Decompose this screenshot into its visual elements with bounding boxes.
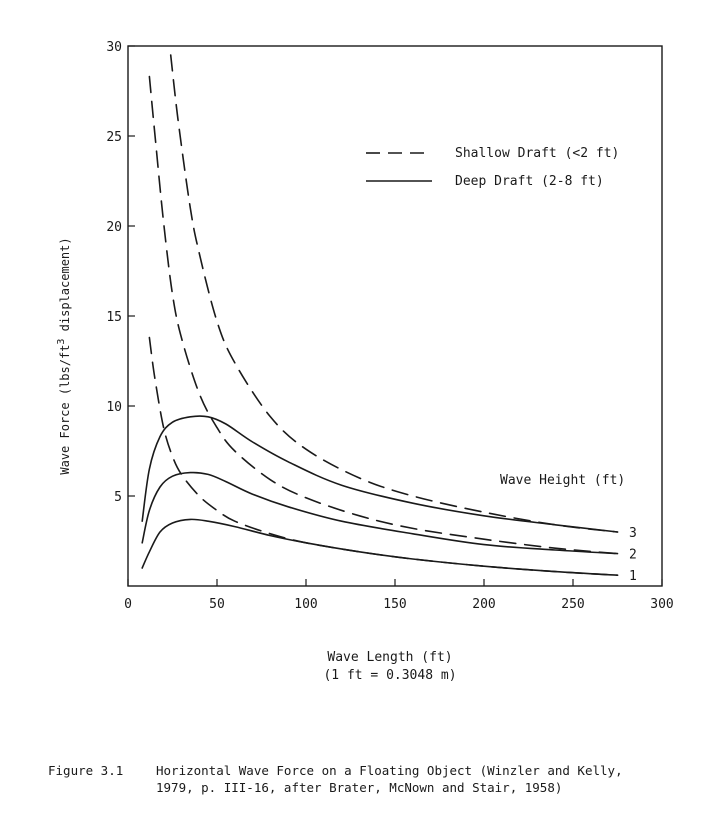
chart-svg: 0 50 100 150 200 250 300 5 10 15 20 25 30 1 2 3 Wave Hei… xyxy=(106,40,673,612)
x-tick-label: 150 xyxy=(383,597,406,612)
plot-frame xyxy=(127,45,663,587)
x-tick-label: 250 xyxy=(561,597,584,612)
wave-height-label-1: 1 xyxy=(629,569,637,584)
legend-label-dashed: Shallow Draft (<2 ft) xyxy=(455,146,619,161)
y-tick-label: 30 xyxy=(106,40,122,55)
wave-height-label-3: 3 xyxy=(629,526,637,541)
y-axis-label-prefix: Wave Force (lbs/ft xyxy=(58,344,72,475)
x-tick-label: 50 xyxy=(209,597,225,612)
y-tick-label: 20 xyxy=(106,220,122,235)
deep-draft-curve-height-3 xyxy=(141,415,619,533)
x-tick-label: 0 xyxy=(124,597,132,612)
y-tick-label: 5 xyxy=(114,490,122,505)
x-tick-label: 300 xyxy=(650,597,673,612)
y-axis-label-superscript: 3 xyxy=(56,338,67,345)
deep-draft-curve-height-2 xyxy=(141,471,619,555)
y-axis-label-suffix: displacement) xyxy=(58,237,72,339)
x-tick-label: 200 xyxy=(472,597,495,612)
wave-height-label-2: 2 xyxy=(629,548,637,563)
caption-line-1: Horizontal Wave Force on a Floating Obje… xyxy=(156,763,623,778)
x-axis-label: Wave Length (ft) xyxy=(327,650,453,665)
y-tick-label: 15 xyxy=(106,310,122,325)
y-axis-label: Wave Force (lbs/ft3 displacement) xyxy=(56,196,72,516)
shallow-draft-curve-height-3 xyxy=(169,54,619,533)
y-tick-label: 25 xyxy=(106,130,122,145)
x-tick-label: 100 xyxy=(294,597,317,612)
x-axis-unit-note: (1 ft = 0.3048 m) xyxy=(323,668,457,683)
legend-label-solid: Deep Draft (2-8 ft) xyxy=(455,174,604,189)
figure-number: Figure 3.1 xyxy=(48,763,124,778)
figure-caption: Figure 3.1 Horizontal Wave Force on a Flo… xyxy=(48,762,727,796)
wave-height-title: Wave Height (ft) xyxy=(500,473,625,488)
shallow-draft-curve-height-2 xyxy=(148,75,619,555)
shallow-draft-curve-height-1 xyxy=(148,336,619,576)
deep-draft-curve-height-1 xyxy=(141,518,619,576)
y-tick-label: 10 xyxy=(106,400,122,415)
caption-line-2: 1979, p. III-16, after Brater, McNown an… xyxy=(156,780,563,795)
